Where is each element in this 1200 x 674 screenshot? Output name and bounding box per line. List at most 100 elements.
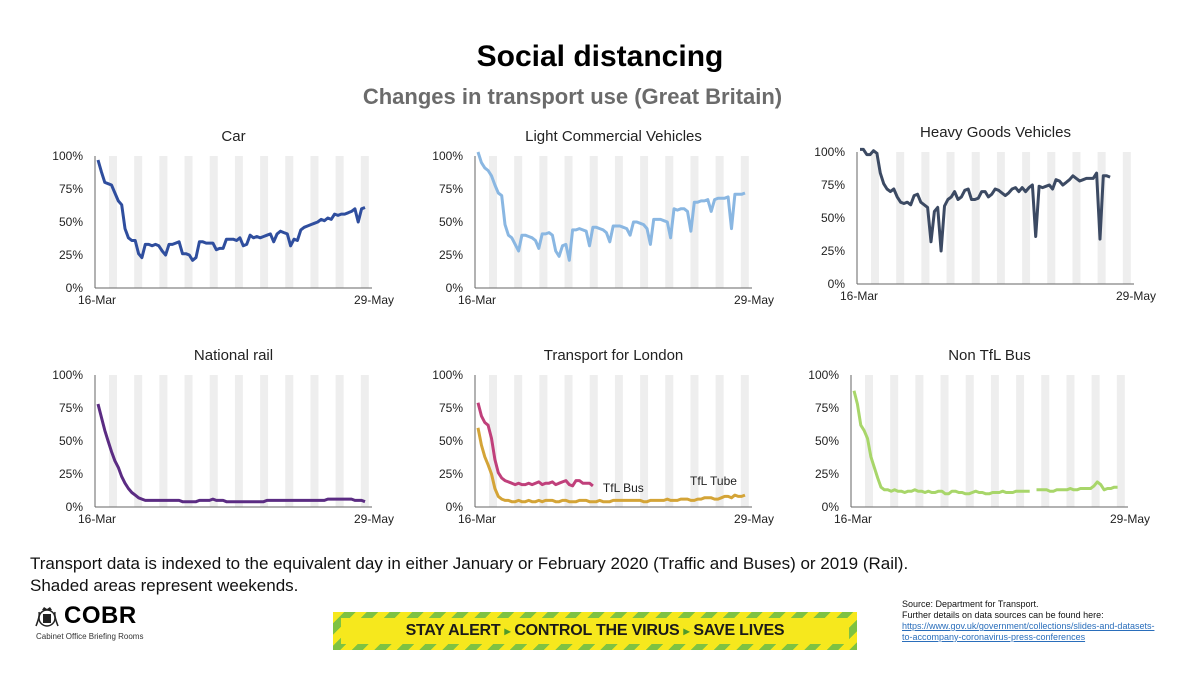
- weekend-shade: [871, 152, 879, 284]
- weekend-shade: [489, 156, 497, 288]
- weekend-shade: [921, 152, 930, 284]
- x-tick-label: 16-Mar: [78, 293, 116, 307]
- banner-arrow-icon: ▸: [683, 624, 690, 638]
- weekend-shade: [109, 375, 117, 507]
- weekend-shade: [690, 156, 699, 288]
- y-tick-label: 75%: [439, 182, 463, 196]
- weekend-shade: [234, 375, 243, 507]
- weekend-shade: [285, 375, 294, 507]
- series-line-tfl-bus: [476, 402, 594, 488]
- series-line-heavy-goods-vehicles: [860, 147, 1111, 253]
- y-tick-label: 0%: [66, 281, 84, 295]
- weekend-shade: [514, 375, 523, 507]
- footnote: Transport data is indexed to the equival…: [30, 553, 908, 597]
- royal-crest-icon: [35, 607, 59, 627]
- chart-heavy-goods-vehicles: Heavy Goods Vehicles 0% 25% 50% 75% 100% 16-Ma…: [812, 122, 1157, 322]
- y-tick-label: 25%: [59, 248, 83, 262]
- y-tick-label: 0%: [822, 500, 840, 514]
- weekend-shade: [159, 156, 168, 288]
- weekend-shade: [971, 152, 980, 284]
- y-tick-label: 0%: [828, 277, 846, 291]
- source-note: Source: Department for Transport. Furthe…: [902, 599, 1192, 643]
- y-tick-label: 25%: [821, 244, 845, 258]
- weekend-shade: [740, 375, 749, 507]
- source-line-2: Further details on data sources can be f…: [902, 610, 1104, 620]
- weekend-shade: [1122, 152, 1131, 284]
- weekend-shade: [564, 375, 573, 507]
- footnote-line-1: Transport data is indexed to the equival…: [30, 554, 909, 573]
- weekend-shade: [539, 156, 548, 288]
- y-tick-label: 100%: [808, 368, 839, 382]
- y-tick-label: 100%: [52, 368, 83, 382]
- weekend-shade: [996, 152, 1005, 284]
- y-tick-label: 100%: [432, 149, 463, 163]
- chart-national-rail: National rail 0% 25% 50% 75% 100% 16-Mar 29-May: [50, 345, 395, 545]
- weekend-shade: [335, 156, 344, 288]
- weekend-shade: [896, 152, 905, 284]
- weekend-shade: [514, 156, 523, 288]
- y-tick-label: 50%: [439, 215, 463, 229]
- y-tick-label: 100%: [814, 145, 845, 159]
- weekend-shade: [589, 156, 598, 288]
- y-tick-label: 75%: [821, 178, 845, 192]
- weekend-shade: [740, 156, 749, 288]
- weekend-shade: [310, 375, 319, 507]
- banner-arrow-icon: ▸: [504, 624, 511, 638]
- chart-title: Transport for London: [544, 347, 684, 364]
- chart-svg: Non TfL Bus 0% 25% 50% 75% 100% 16-Mar 29-May: [808, 347, 1150, 526]
- weekend-shade: [965, 375, 974, 507]
- chart-title: National rail: [194, 347, 273, 364]
- chart-non-tfl-bus: Non TfL Bus 0% 25% 50% 75% 100% 16-Mar 29-May: [806, 345, 1151, 545]
- x-tick-label: 16-Mar: [834, 512, 872, 526]
- y-tick-label: 25%: [439, 248, 463, 262]
- chart-svg: Heavy Goods Vehicles 0% 25% 50% 75% 100% 16-Ma…: [814, 124, 1156, 303]
- y-tick-label: 0%: [446, 500, 464, 514]
- weekend-shade: [1116, 375, 1125, 507]
- y-tick-label: 100%: [52, 149, 83, 163]
- weekend-shade: [184, 375, 193, 507]
- page-subtitle: Changes in transport use (Great Britain): [362, 84, 783, 109]
- weekend-shade: [564, 156, 573, 288]
- series-line-car: [96, 159, 366, 262]
- weekend-shade: [640, 375, 649, 507]
- source-link-part-2[interactable]: to-accompany-coronavirus-press-conferenc…: [902, 632, 1086, 642]
- page-title: Social distancing: [476, 40, 724, 73]
- weekend-shade: [940, 375, 949, 507]
- weekend-shade: [539, 375, 548, 507]
- weekend-shade: [335, 375, 344, 507]
- source-line-1: Source: Department for Transport.: [902, 599, 1039, 609]
- x-tick-label: 29-May: [1116, 289, 1156, 303]
- source-link[interactable]: https://www.gov.uk/government/collection…: [902, 621, 1192, 643]
- weekend-shade: [690, 375, 699, 507]
- y-tick-label: 75%: [59, 401, 83, 415]
- y-tick-label: 50%: [439, 434, 463, 448]
- footnote-line-2: Shaded areas represent weekends.: [30, 576, 299, 595]
- y-tick-label: 50%: [815, 434, 839, 448]
- source-link-part-1[interactable]: https://www.gov.uk/government/collection…: [902, 621, 1155, 631]
- x-tick-label: 16-Mar: [78, 512, 116, 526]
- weekend-shade: [1066, 375, 1075, 507]
- weekend-shade: [1047, 152, 1056, 284]
- y-tick-label: 50%: [821, 211, 845, 225]
- series-line-tfl-tube: [476, 427, 746, 504]
- weekend-shade: [614, 156, 623, 288]
- chart-light-commercial-vehicles: Light Commercial Vehicles 0% 25% 50% 75% 100%…: [430, 126, 775, 326]
- weekend-shade: [1041, 375, 1050, 507]
- banner-part-2: CONTROL THE VIRUS: [514, 622, 680, 639]
- banner-part-1: STAY ALERT: [405, 622, 501, 639]
- y-tick-label: 0%: [66, 500, 84, 514]
- stay-alert-banner: STAY ALERT ▸ CONTROL THE VIRUS ▸ SAVE LI…: [333, 612, 857, 650]
- chart-title: Car: [221, 128, 245, 145]
- chart-svg: Car 0% 25% 50% 75% 100% 16-Mar 29-May: [52, 128, 394, 307]
- y-tick-label: 0%: [446, 281, 464, 295]
- weekend-shade: [990, 375, 999, 507]
- y-tick-label: 25%: [815, 467, 839, 481]
- weekend-shade: [640, 156, 649, 288]
- weekend-shade: [890, 375, 899, 507]
- x-tick-label: 16-Mar: [458, 512, 496, 526]
- weekend-shade: [665, 156, 674, 288]
- series-label-tfl-bus: TfL Bus: [603, 481, 644, 495]
- y-tick-label: 75%: [815, 401, 839, 415]
- y-tick-label: 100%: [432, 368, 463, 382]
- weekend-shade: [1091, 375, 1100, 507]
